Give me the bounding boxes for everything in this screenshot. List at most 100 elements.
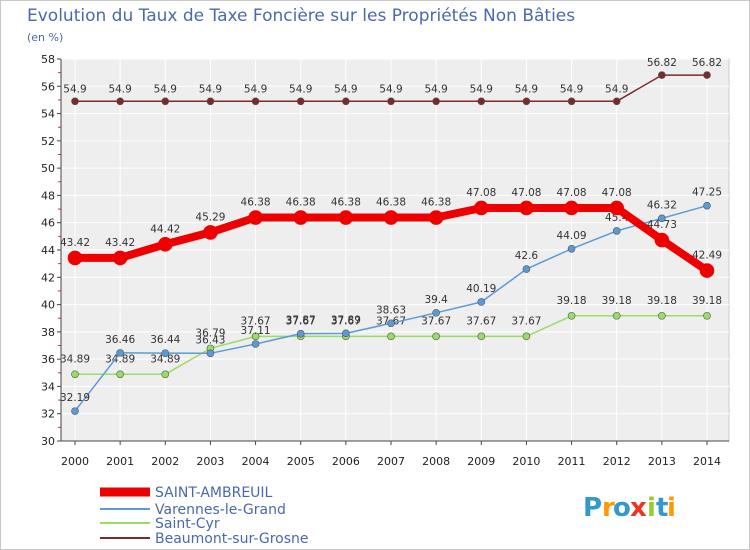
data-label-saint-ambreuil: 46.38 — [286, 197, 316, 209]
data-label-saint-ambreuil: 44.42 — [150, 223, 180, 235]
data-label-beaumont-sur-grosne: 54.9 — [108, 83, 131, 95]
data-label-saint-ambreuil: 47.08 — [511, 187, 541, 199]
data-point-varennes-le-grand — [703, 201, 711, 210]
data-label-beaumont-sur-grosne: 54.9 — [199, 83, 222, 95]
legend-label-varennes-le-grand: Varennes-le-Grand — [155, 502, 286, 518]
data-point-varennes-le-grand — [251, 340, 260, 348]
x-tick-label: 2001 — [106, 455, 134, 468]
logo-letter: r — [602, 493, 615, 523]
data-point-saint-ambreuil — [203, 225, 218, 240]
data-label-beaumont-sur-grosne: 54.9 — [605, 83, 628, 95]
data-label-varennes-le-grand: 32.19 — [60, 392, 90, 404]
data-point-beaumont-sur-grosne — [477, 97, 486, 106]
data-point-saint-ambreuil — [293, 210, 309, 225]
data-label-saint-ambreuil: 45.29 — [195, 211, 225, 223]
y-tick-label: 48 — [41, 189, 55, 202]
data-point-saint-ambreuil — [699, 263, 715, 278]
data-point-saint-cyr — [703, 311, 711, 320]
logo-letter: x — [630, 493, 647, 523]
data-point-varennes-le-grand — [432, 308, 440, 317]
y-tick-label: 32 — [41, 408, 55, 421]
y-tick-label: 52 — [41, 135, 55, 148]
data-point-saint-cyr — [387, 332, 395, 341]
y-tick-label: 38 — [41, 326, 55, 339]
x-tick-label: 2003 — [196, 455, 224, 468]
data-label-saint-ambreuil: 46.38 — [331, 197, 361, 209]
y-tick-label: 54 — [41, 108, 55, 121]
data-point-varennes-le-grand — [658, 214, 666, 223]
data-point-saint-cyr — [477, 332, 486, 341]
data-point-beaumont-sur-grosne — [206, 97, 215, 106]
x-tick-label: 2008 — [422, 455, 450, 468]
data-point-beaumont-sur-grosne — [342, 97, 350, 106]
data-point-saint-cyr — [251, 332, 260, 341]
y-tick-label: 42 — [41, 271, 55, 284]
data-point-saint-ambreuil — [609, 200, 625, 216]
logo-letter: o — [613, 493, 631, 523]
series-beaumont-sur-grosne: 54.9 54.9 54.9 54.9 54.9 54.9 54.9 54.9 54.9 54.9… — [63, 57, 722, 106]
x-tick-label: 2014 — [693, 455, 721, 468]
legend-label-saint-ambreuil: SAINT-AMBREUIL — [155, 485, 273, 501]
data-point-varennes-le-grand — [612, 227, 621, 235]
data-label-saint-ambreuil: 46.38 — [376, 197, 406, 209]
x-tick-label: 2000 — [61, 455, 89, 468]
data-point-saint-ambreuil — [654, 232, 670, 248]
legend-label-beaumont-sur-grosne: Beaumont-sur-Grosne — [155, 531, 309, 547]
data-label-beaumont-sur-grosne: 54.9 — [334, 83, 357, 95]
data-point-saint-ambreuil — [112, 250, 128, 266]
x-tick-label: 2006 — [332, 455, 360, 468]
data-label-varennes-le-grand: 47.25 — [692, 187, 722, 199]
x-tick-label: 2002 — [151, 455, 179, 468]
data-label-beaumont-sur-grosne: 54.9 — [515, 83, 538, 95]
data-label-saint-cyr: 39.18 — [647, 295, 677, 307]
data-label-varennes-le-grand: 38.63 — [376, 304, 406, 316]
data-label-saint-cyr: 37.67 — [511, 315, 541, 327]
data-point-beaumont-sur-grosne — [703, 71, 711, 79]
data-label-varennes-le-grand: 44.09 — [557, 230, 587, 242]
data-point-saint-cyr — [161, 370, 170, 379]
x-tick-label: 2004 — [242, 455, 270, 468]
x-tick-label: 2007 — [377, 455, 405, 468]
data-label-varennes-le-grand: 37.11 — [241, 325, 271, 337]
y-tick-label: 58 — [41, 53, 55, 66]
data-point-varennes-le-grand — [567, 244, 576, 253]
x-tick-label: 2011 — [558, 455, 586, 468]
data-point-varennes-le-grand — [477, 298, 486, 306]
logo-letter: P — [583, 493, 602, 523]
legend-label-saint-cyr: Saint-Cyr — [155, 516, 220, 532]
y-tick-label: 40 — [41, 299, 55, 312]
data-label-saint-ambreuil: 44.73 — [647, 219, 677, 231]
data-label-saint-cyr: 39.18 — [602, 295, 632, 307]
data-label-saint-cyr: 37.67 — [466, 315, 496, 327]
data-point-varennes-le-grand — [206, 349, 215, 358]
data-label-varennes-le-grand: 36.46 — [105, 334, 135, 346]
data-point-beaumont-sur-grosne — [71, 97, 79, 106]
data-point-varennes-le-grand — [342, 329, 350, 338]
data-point-saint-ambreuil — [428, 210, 444, 225]
y-tick-label: 56 — [41, 80, 55, 93]
logo-letter: i — [647, 493, 656, 523]
data-point-beaumont-sur-grosne — [161, 97, 170, 106]
data-point-beaumont-sur-grosne — [658, 71, 666, 79]
x-tick-label: 2012 — [603, 455, 631, 468]
data-label-saint-ambreuil: 46.38 — [241, 197, 271, 209]
data-point-saint-ambreuil — [473, 200, 489, 216]
data-label-saint-ambreuil: 47.08 — [602, 187, 632, 199]
data-point-beaumont-sur-grosne — [116, 97, 124, 106]
x-tick-label: 2005 — [287, 455, 315, 468]
data-point-saint-cyr — [71, 370, 79, 379]
series-saint-ambreuil: 43.42 43.42 44.42 45.29 46.38 46.38 46.38 46.38… — [60, 187, 722, 278]
data-point-beaumont-sur-grosne — [567, 97, 576, 106]
data-point-saint-cyr — [612, 311, 621, 320]
data-point-beaumont-sur-grosne — [387, 97, 395, 106]
data-label-saint-ambreuil: 42.49 — [692, 250, 722, 262]
data-label-varennes-le-grand: 39.4 — [424, 294, 448, 306]
series-varennes-le-grand: 32.19 36.46 36.44 36.43 37.11 37.87 37.89 38.63… — [60, 187, 722, 415]
data-point-saint-ambreuil — [519, 200, 534, 216]
data-point-saint-ambreuil — [338, 210, 354, 225]
data-label-saint-cyr: 37.67 — [421, 315, 451, 327]
data-label-beaumont-sur-grosne: 54.9 — [379, 83, 402, 95]
data-point-beaumont-sur-grosne — [251, 97, 260, 106]
